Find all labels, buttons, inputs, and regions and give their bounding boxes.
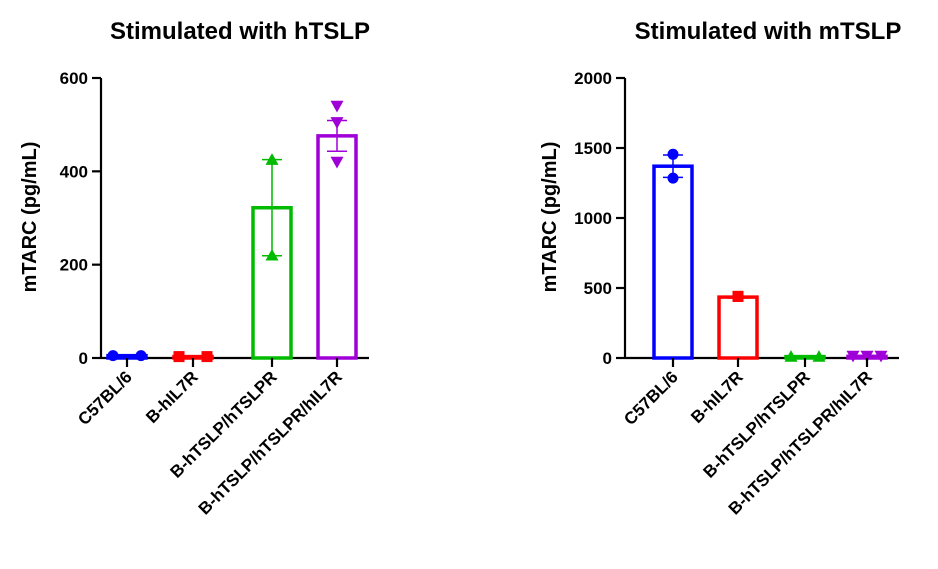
category-label: C57BL/6 — [74, 367, 136, 429]
category-label: B-hIL7R — [687, 367, 747, 427]
y-tick-label: 500 — [584, 279, 612, 298]
chart-title: Stimulated with mTSLP — [635, 18, 902, 45]
y-tick-label: 0 — [79, 349, 88, 368]
data-point — [330, 117, 344, 129]
chart-title: Stimulated with hTSLP — [110, 18, 370, 45]
data-point — [107, 350, 119, 362]
data-point — [667, 172, 679, 184]
y-axis-label: mTARC (pg/mL) — [539, 142, 561, 293]
y-tick-label: 1000 — [574, 209, 612, 228]
data-point — [265, 248, 279, 261]
y-axis-label: mTARC (pg/mL) — [19, 142, 41, 293]
data-point — [265, 153, 279, 165]
data-point — [135, 350, 147, 362]
data-point — [874, 350, 888, 363]
y-tick-label: 400 — [60, 162, 88, 181]
data-point — [667, 148, 679, 160]
bar — [316, 134, 358, 360]
y-tick-label: 0 — [603, 349, 612, 368]
bar — [652, 164, 694, 360]
data-point — [812, 350, 826, 362]
chart-panel-mtslp: Stimulated with mTSLP mTARC (pg/mL) 0 500… — [539, 18, 901, 518]
data-point — [846, 350, 860, 363]
y-tick-label: 2000 — [574, 69, 612, 88]
bar — [717, 295, 759, 360]
data-point — [732, 290, 744, 302]
category-label: C57BL/6 — [620, 367, 682, 429]
data-point — [330, 156, 344, 169]
chart-panel-htslp: Stimulated with hTSLP mTARC (pg/mL) 0 200… — [19, 18, 370, 518]
y-tick-label: 200 — [60, 256, 88, 275]
data-point — [173, 351, 185, 363]
data-point — [784, 350, 798, 362]
data-point — [860, 350, 874, 363]
y-tick-label: 600 — [60, 69, 88, 88]
y-tick-label: 1500 — [574, 139, 612, 158]
category-label: B-hIL7R — [142, 367, 202, 427]
data-point — [201, 351, 213, 363]
data-point — [330, 100, 344, 113]
